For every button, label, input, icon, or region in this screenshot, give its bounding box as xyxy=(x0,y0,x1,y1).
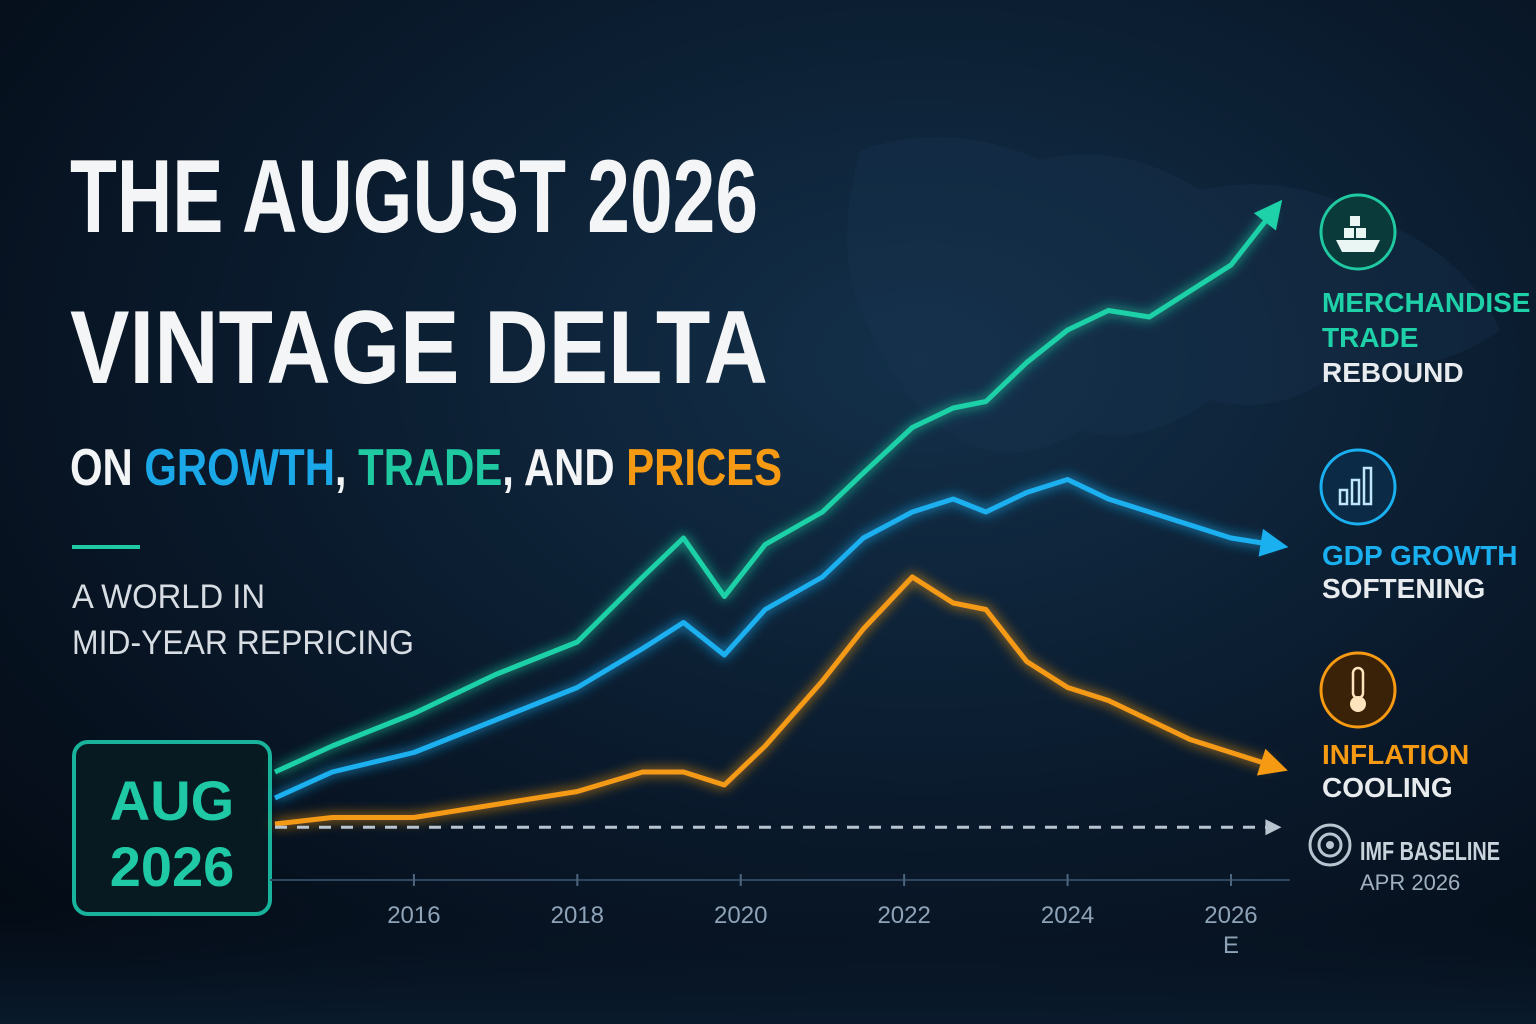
series-line xyxy=(273,477,1273,801)
tagline: MID-YEAR REPRICING xyxy=(72,624,414,662)
sea xyxy=(0,900,1536,1024)
tagline: A WORLD IN xyxy=(72,578,265,616)
x-tick-label: 2018 xyxy=(551,902,604,929)
arrowhead xyxy=(1258,528,1289,557)
subtitle-part: GROWTH xyxy=(144,439,335,497)
inflation-icon xyxy=(1319,651,1397,729)
arrowhead xyxy=(1265,819,1282,836)
badge-text: AUG xyxy=(110,769,234,832)
series-name: GDP GROWTH xyxy=(1322,540,1517,571)
title-line: VINTAGE DELTA xyxy=(70,290,768,406)
subtitle-part: ON xyxy=(70,439,144,497)
badge-text: 2026 xyxy=(110,835,235,898)
subtitle-part: , AND xyxy=(502,439,626,497)
title-line: THE AUGUST 2026 xyxy=(70,139,758,255)
series-line xyxy=(274,574,1273,827)
baseline-icon xyxy=(1308,823,1352,867)
arrowhead xyxy=(1256,748,1288,776)
x-tick-label: 2020 xyxy=(714,902,767,929)
series-name-word: TRADE xyxy=(1322,322,1418,353)
gdp-icon xyxy=(1319,448,1397,526)
subtitle-part: PRICES xyxy=(626,439,782,497)
series-name-word: MERCHANDISE xyxy=(1322,287,1530,318)
x-tick-label: 2016 xyxy=(387,902,440,929)
series-status: REBOUND xyxy=(1322,357,1464,388)
x-tick-label: 2022 xyxy=(877,902,930,929)
series-status: SOFTENING xyxy=(1322,573,1485,604)
series-name: INFLATION xyxy=(1322,739,1469,770)
series-status: APR 2026 xyxy=(1360,870,1460,895)
series-name: MERCHANDISE TRADE xyxy=(1322,287,1530,353)
subtitle: ON GROWTH, TRADE, AND PRICES xyxy=(70,439,782,497)
arrowhead xyxy=(1253,199,1283,231)
series-line xyxy=(273,211,1274,775)
trade-icon xyxy=(1319,193,1397,271)
subtitle-part: TRADE xyxy=(358,439,502,497)
x-tick-label: 2026 xyxy=(1204,902,1257,929)
series-status: COOLING xyxy=(1322,772,1453,803)
series-name: IMF BASELINE xyxy=(1360,836,1500,866)
x-tick-label: 2024 xyxy=(1041,902,1094,929)
badge xyxy=(72,740,272,916)
estimate-marker: E xyxy=(1223,932,1239,959)
subtitle-part: , xyxy=(335,439,358,497)
